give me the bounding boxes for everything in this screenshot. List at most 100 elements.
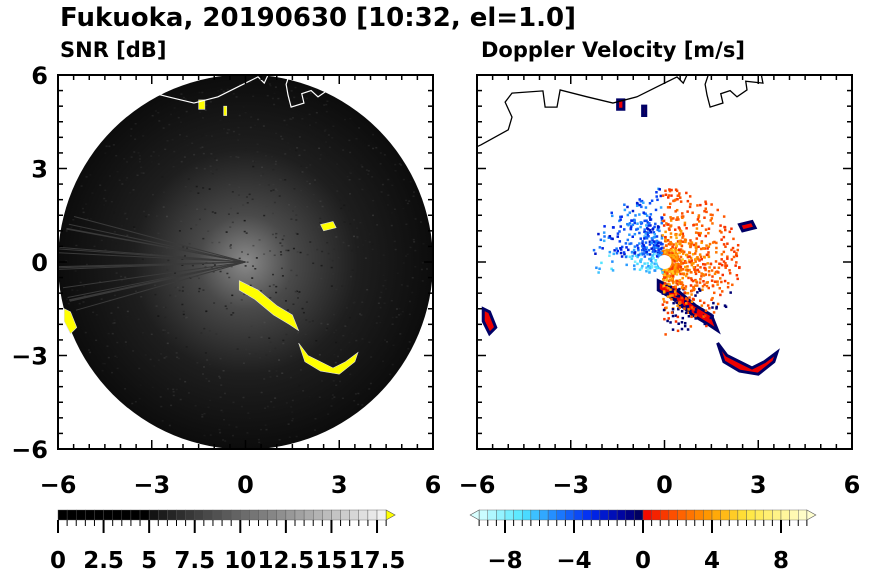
- doppler-pixel: [674, 233, 678, 237]
- doppler-pixel: [723, 279, 727, 283]
- doppler-pixel: [656, 253, 660, 256]
- snr-noise-pixel: [201, 416, 204, 418]
- snr-noise-pixel: [295, 149, 298, 152]
- snr-noise-pixel: [123, 157, 126, 160]
- snr-noise-pixel: [335, 341, 338, 344]
- doppler-pixel: [707, 251, 710, 254]
- doppler-pixel: [620, 255, 624, 258]
- snr-noise-pixel: [361, 404, 364, 406]
- snr-noise-pixel: [144, 354, 147, 356]
- doppler-pixel: [681, 268, 685, 271]
- snr-noise-pixel: [406, 285, 409, 287]
- doppler-pixel: [688, 205, 692, 209]
- snr-echo-west-echo: [63, 308, 78, 335]
- snr-noise-pixel: [222, 90, 225, 93]
- doppler-pixel: [624, 242, 628, 245]
- doppler-pixel: [697, 258, 700, 261]
- doppler-pixel: [664, 230, 667, 234]
- doppler-pixel: [611, 260, 614, 263]
- doppler-pixel: [634, 254, 638, 257]
- snr-noise-pixel: [181, 290, 184, 292]
- snr-noise-pixel: [348, 139, 351, 142]
- snr-noise-pixel: [229, 226, 232, 228]
- snr-noise-pixel: [353, 235, 356, 238]
- doppler-pixel: [671, 245, 674, 249]
- doppler-pixel: [675, 244, 678, 248]
- snr-noise-pixel: [296, 233, 299, 235]
- doppler-colorbar-box: [539, 509, 549, 521]
- doppler-pixel: [722, 235, 726, 239]
- doppler-pixel: [666, 319, 669, 323]
- snr-noise-pixel: [209, 101, 212, 103]
- snr-noise-pixel: [402, 178, 405, 181]
- snr-colorbar-box: [303, 509, 314, 521]
- doppler-pixel: [666, 274, 669, 278]
- snr-noise-pixel: [242, 362, 245, 364]
- doppler-pixel: [610, 267, 613, 271]
- doppler-pixel: [679, 230, 683, 233]
- snr-noise-pixel: [218, 428, 221, 431]
- doppler-pixel: [672, 268, 675, 271]
- snr-noise-pixel: [157, 232, 160, 235]
- doppler-pixel: [678, 258, 681, 261]
- snr-colorbar-tick-label: 0: [50, 548, 66, 570]
- snr-colorbar-box: [358, 509, 369, 521]
- snr-noise-pixel: [333, 331, 336, 334]
- doppler-pixel: [659, 206, 663, 209]
- snr-noise-pixel: [272, 189, 275, 191]
- snr-noise-pixel: [308, 182, 311, 185]
- snr-noise-pixel: [110, 200, 113, 203]
- doppler-pixel: [666, 252, 669, 255]
- snr-noise-pixel: [276, 375, 279, 377]
- doppler-pixel: [633, 232, 637, 236]
- doppler-pixel: [684, 274, 688, 278]
- snr-noise-pixel: [375, 146, 378, 149]
- doppler-pixel: [597, 271, 600, 274]
- snr-noise-pixel: [348, 209, 351, 212]
- snr-noise-pixel: [180, 160, 183, 163]
- doppler-pixel: [602, 231, 606, 234]
- doppler-pixel: [686, 311, 690, 314]
- snr-noise-pixel: [348, 193, 351, 195]
- doppler-pixel: [618, 219, 621, 223]
- doppler-pixel: [677, 322, 680, 325]
- doppler-pixel: [671, 328, 675, 331]
- snr-noise-pixel: [169, 294, 172, 297]
- doppler-pixel: [689, 325, 693, 328]
- snr-noise-pixel: [319, 200, 322, 203]
- snr-noise-pixel: [283, 235, 286, 237]
- doppler-pixel: [679, 272, 682, 276]
- snr-noise-pixel: [230, 265, 233, 268]
- snr-noise-pixel: [357, 246, 360, 248]
- snr-colorbar-box: [194, 509, 205, 521]
- snr-noise-pixel: [305, 301, 308, 303]
- snr-noise-pixel: [392, 344, 395, 347]
- snr-noise-pixel: [382, 274, 385, 277]
- doppler-pixel: [683, 221, 687, 225]
- doppler-pixel: [630, 219, 634, 222]
- doppler-pixel: [647, 235, 650, 238]
- doppler-pixel: [680, 327, 684, 331]
- x-tick-label: −3: [133, 471, 170, 499]
- snr-noise-pixel: [414, 265, 417, 268]
- snr-noise-pixel: [200, 197, 203, 199]
- doppler-pixel: [680, 286, 684, 289]
- radar-site-gap: [657, 255, 672, 269]
- snr-noise-pixel: [148, 228, 151, 231]
- snr-noise-pixel: [223, 392, 226, 395]
- snr-noise-pixel: [357, 392, 360, 395]
- snr-noise-pixel: [264, 155, 267, 157]
- snr-noise-pixel: [70, 226, 73, 229]
- doppler-pixel: [664, 251, 667, 254]
- snr-noise-pixel: [200, 332, 203, 334]
- snr-noise-pixel: [195, 185, 198, 188]
- snr-noise-pixel: [278, 438, 281, 441]
- snr-noise-pixel: [185, 110, 188, 113]
- doppler-pixel: [704, 309, 708, 312]
- doppler-pixel: [703, 263, 707, 266]
- snr-noise-pixel: [115, 272, 118, 274]
- doppler-panel-title: Doppler Velocity [m/s]: [481, 38, 745, 62]
- doppler-pixel: [695, 281, 699, 284]
- snr-noise-pixel: [246, 253, 249, 256]
- snr-noise-pixel: [373, 327, 376, 329]
